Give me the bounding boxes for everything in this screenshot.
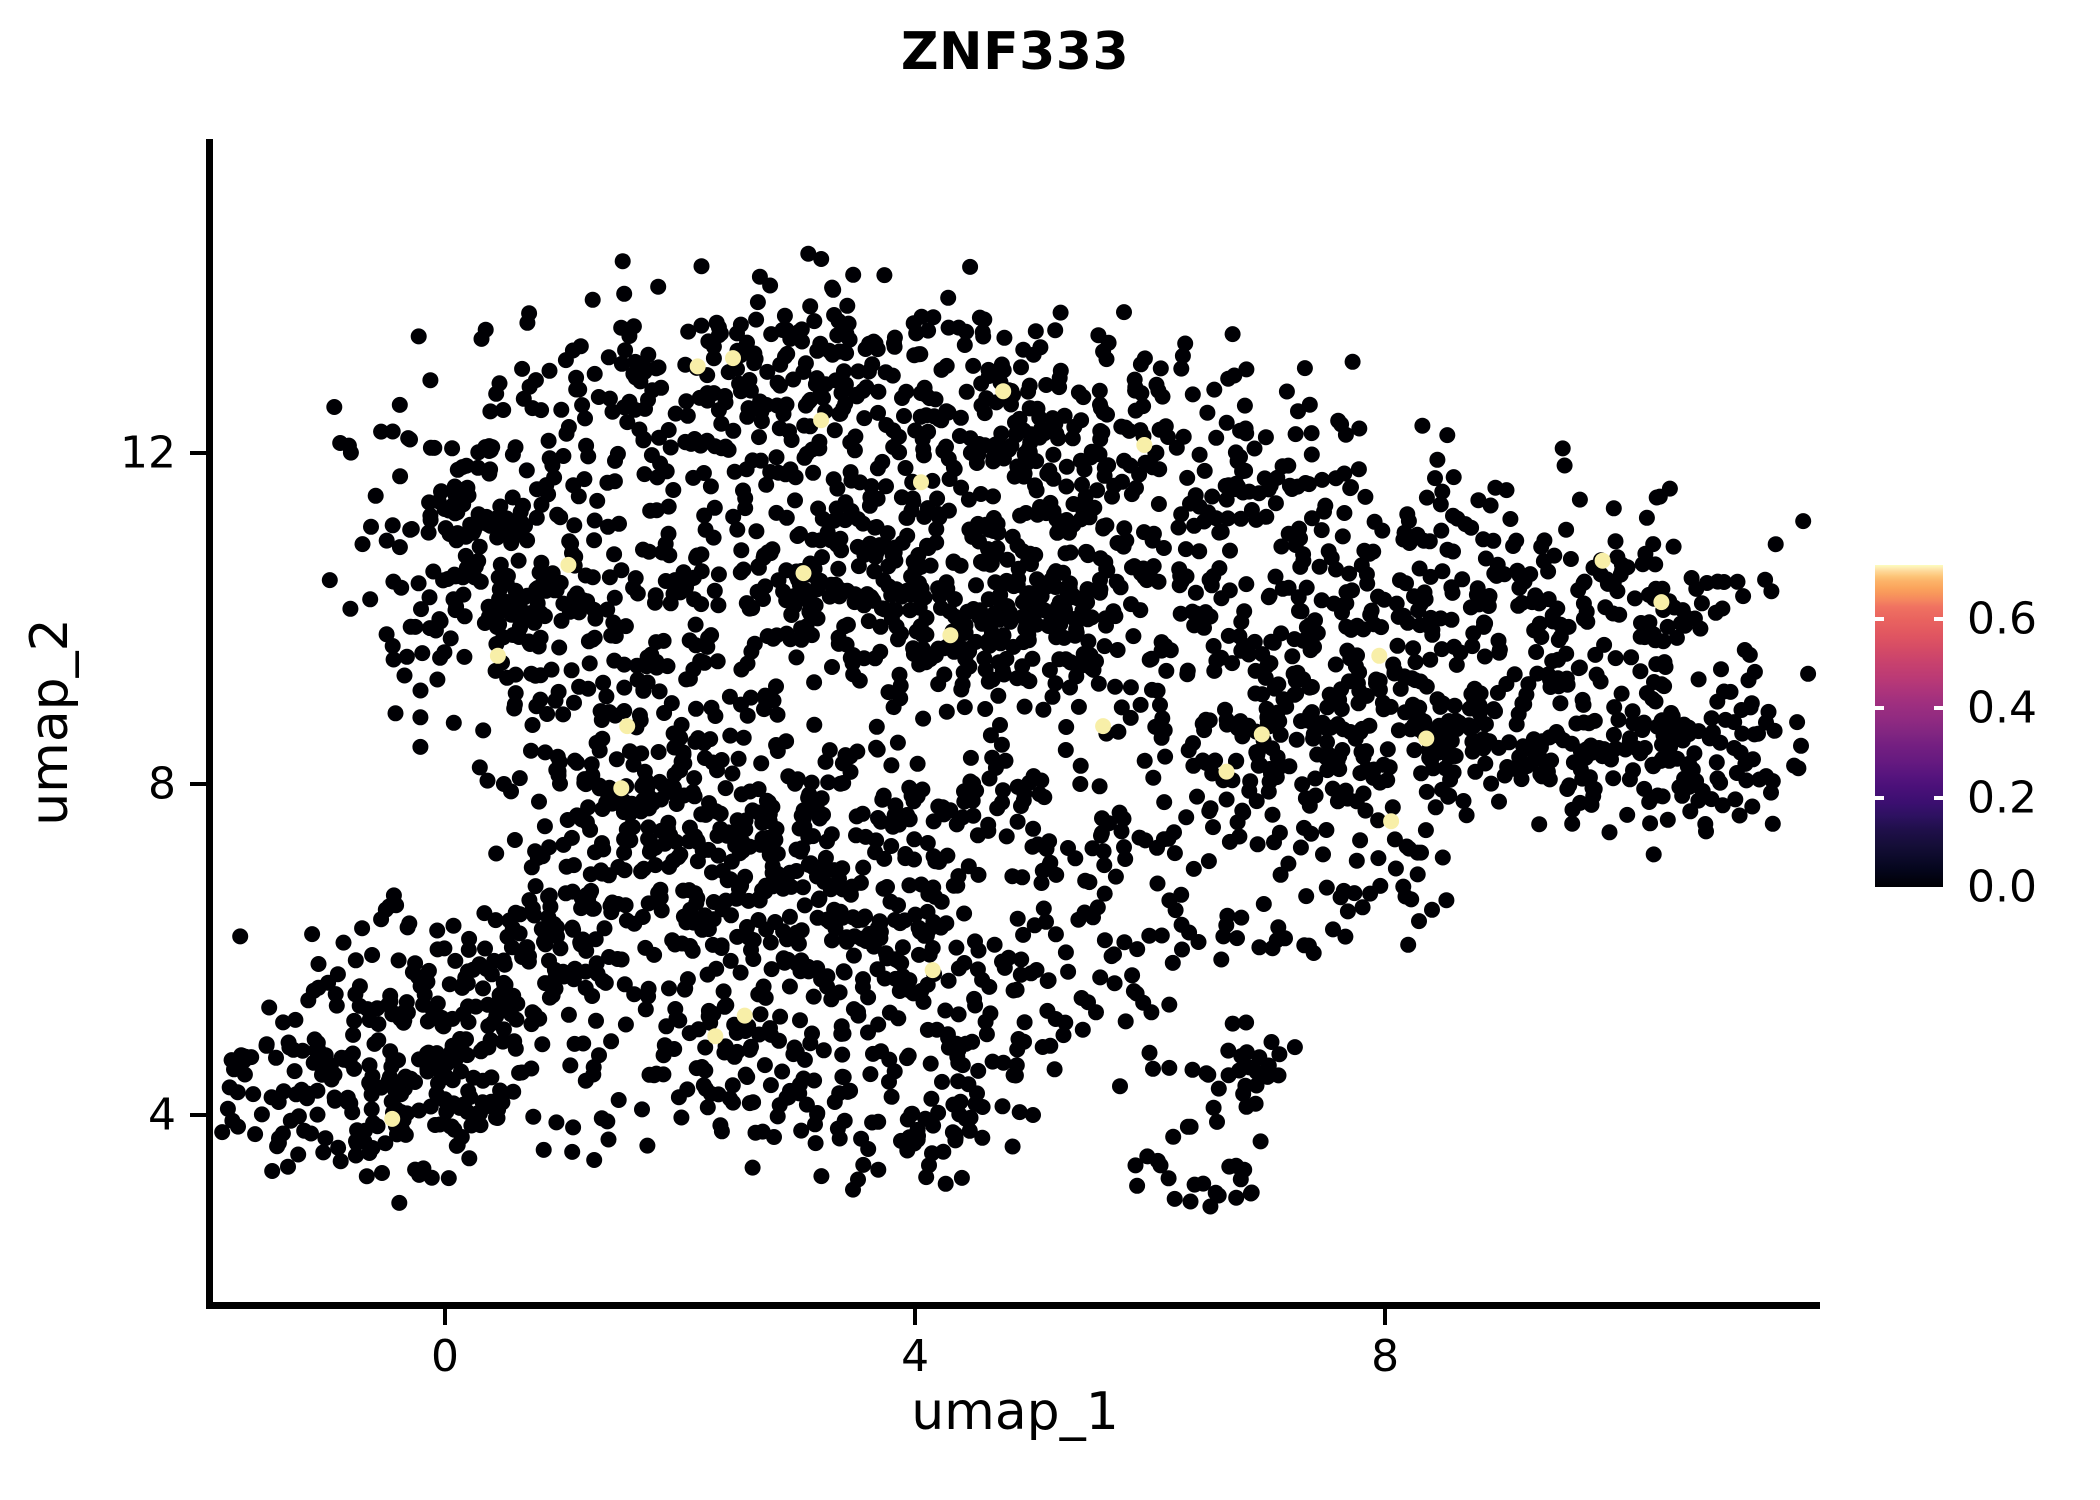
colorbar-tick-mark [1934,616,1943,621]
x-tick-label: 4 [901,1331,930,1382]
colorbar[interactable]: 0.0 0.2 0.4 0.6 [1875,565,2075,913]
y-axis-label: umap_2 [20,618,80,826]
colorbar-tick-mark [1875,706,1884,711]
colorbar-gradient [1875,565,1943,887]
colorbar-tick-label: 0.2 [1967,772,2037,824]
x-tick-label: 8 [1371,1331,1400,1382]
plot-axes: 0 4 8 4 8 12 [120,139,1820,1382]
x-tick-label: 0 [431,1331,460,1382]
page-title: ZNF333 [900,22,1130,82]
scatter-plot-layer [210,139,1820,1305]
y-tick-label: 4 [148,1089,176,1141]
y-tick-mark [190,1112,206,1117]
x-axis-spine [206,1302,1820,1309]
y-tick-label: 8 [148,758,176,810]
colorbar-tick-label: 0.4 [1967,682,2037,734]
scatter-points-zero [214,245,1817,1215]
scatter-points-expressing [384,350,1670,1127]
colorbar-tick-label: 0.0 [1967,861,2037,913]
y-axis-label-wrapper: umap_2 [0,139,100,1305]
x-tick-mark [1383,1309,1388,1325]
x-tick-mark [443,1309,448,1325]
colorbar-tick-mark [1875,795,1884,800]
y-tick-mark [190,782,206,787]
y-axis-spine [206,139,213,1309]
scatter-svg [214,245,1817,1215]
y-tick-label: 12 [120,427,176,479]
y-tick-mark [190,451,206,456]
colorbar-tick-label: 0.6 [1967,593,2037,645]
x-tick-mark [913,1309,918,1325]
x-axis-label: umap_1 [911,1382,1119,1442]
colorbar-tick-mark [1934,795,1943,800]
colorbar-tick-mark [1934,706,1943,711]
colorbar-tick-mark [1875,616,1884,621]
